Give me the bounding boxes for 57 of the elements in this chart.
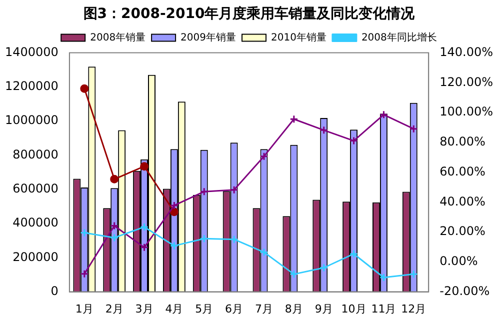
point xyxy=(350,250,358,258)
point xyxy=(290,270,298,278)
point xyxy=(230,186,238,194)
x-tick-label: 4月 xyxy=(165,302,184,316)
y-tick-label: 600000 xyxy=(12,181,58,196)
point xyxy=(110,233,119,242)
legend-label: 2008年销量 xyxy=(90,31,146,44)
x-tick-label: 10月 xyxy=(341,302,366,316)
y2-tick-label: 20.00% xyxy=(440,224,486,238)
y-tick-label: 1200000 xyxy=(4,79,58,94)
y-tick-label: 1400000 xyxy=(4,44,58,59)
y2-tick-label: 0.00% xyxy=(440,254,478,268)
point xyxy=(290,114,298,124)
legend-label: 2009年销量 xyxy=(180,31,236,44)
legend-label: 2008年同比增长 xyxy=(361,31,437,44)
y-tick-label: 1000000 xyxy=(4,113,58,128)
point xyxy=(230,235,238,244)
x-tick-label: 12月 xyxy=(401,302,426,316)
point xyxy=(170,242,178,250)
point xyxy=(200,234,208,243)
x-tick-label: 2月 xyxy=(105,302,124,316)
y-tick-label: 0 xyxy=(50,284,58,298)
point xyxy=(110,222,119,230)
point xyxy=(140,222,149,232)
y2-tick-label: 40.00% xyxy=(440,194,486,208)
point xyxy=(170,201,178,210)
point xyxy=(200,187,208,196)
x-tick-label: 8月 xyxy=(284,302,303,316)
point xyxy=(379,110,388,119)
point xyxy=(140,243,149,252)
point xyxy=(80,84,89,93)
y-tick-label: 200000 xyxy=(12,250,58,264)
y2-tick-label: -20.00% xyxy=(440,284,490,298)
y2-tick-label: 140.00% xyxy=(440,44,493,59)
x-tick-label: 7月 xyxy=(254,302,273,316)
point xyxy=(320,264,328,272)
y-tick-label: 800000 xyxy=(12,147,58,162)
x-tick-label: 1月 xyxy=(75,302,94,316)
y2-tick-label: 80.00% xyxy=(440,134,486,149)
y2-tick-label: 60.00% xyxy=(440,164,486,178)
x-tick-label: 9月 xyxy=(314,302,333,316)
x-tick-label: 3月 xyxy=(135,302,154,316)
point xyxy=(140,162,149,171)
x-tick-label: 6月 xyxy=(225,302,244,316)
point xyxy=(379,273,388,282)
y2-tick-label: 100.00% xyxy=(440,104,493,119)
point xyxy=(110,174,119,184)
legend-label: 2010年销量 xyxy=(271,31,326,44)
point xyxy=(350,136,358,146)
point xyxy=(260,248,268,256)
point xyxy=(320,126,328,134)
x-tick-label: 5月 xyxy=(195,302,214,316)
y2-tick-label: 120.00% xyxy=(440,74,493,89)
point xyxy=(260,152,268,161)
y-tick-label: 400000 xyxy=(12,216,58,230)
chart-title: 图3：2008-2010年月度乘用车销量及同比变化情况 xyxy=(83,5,416,22)
x-tick-label: 11月 xyxy=(371,302,396,316)
